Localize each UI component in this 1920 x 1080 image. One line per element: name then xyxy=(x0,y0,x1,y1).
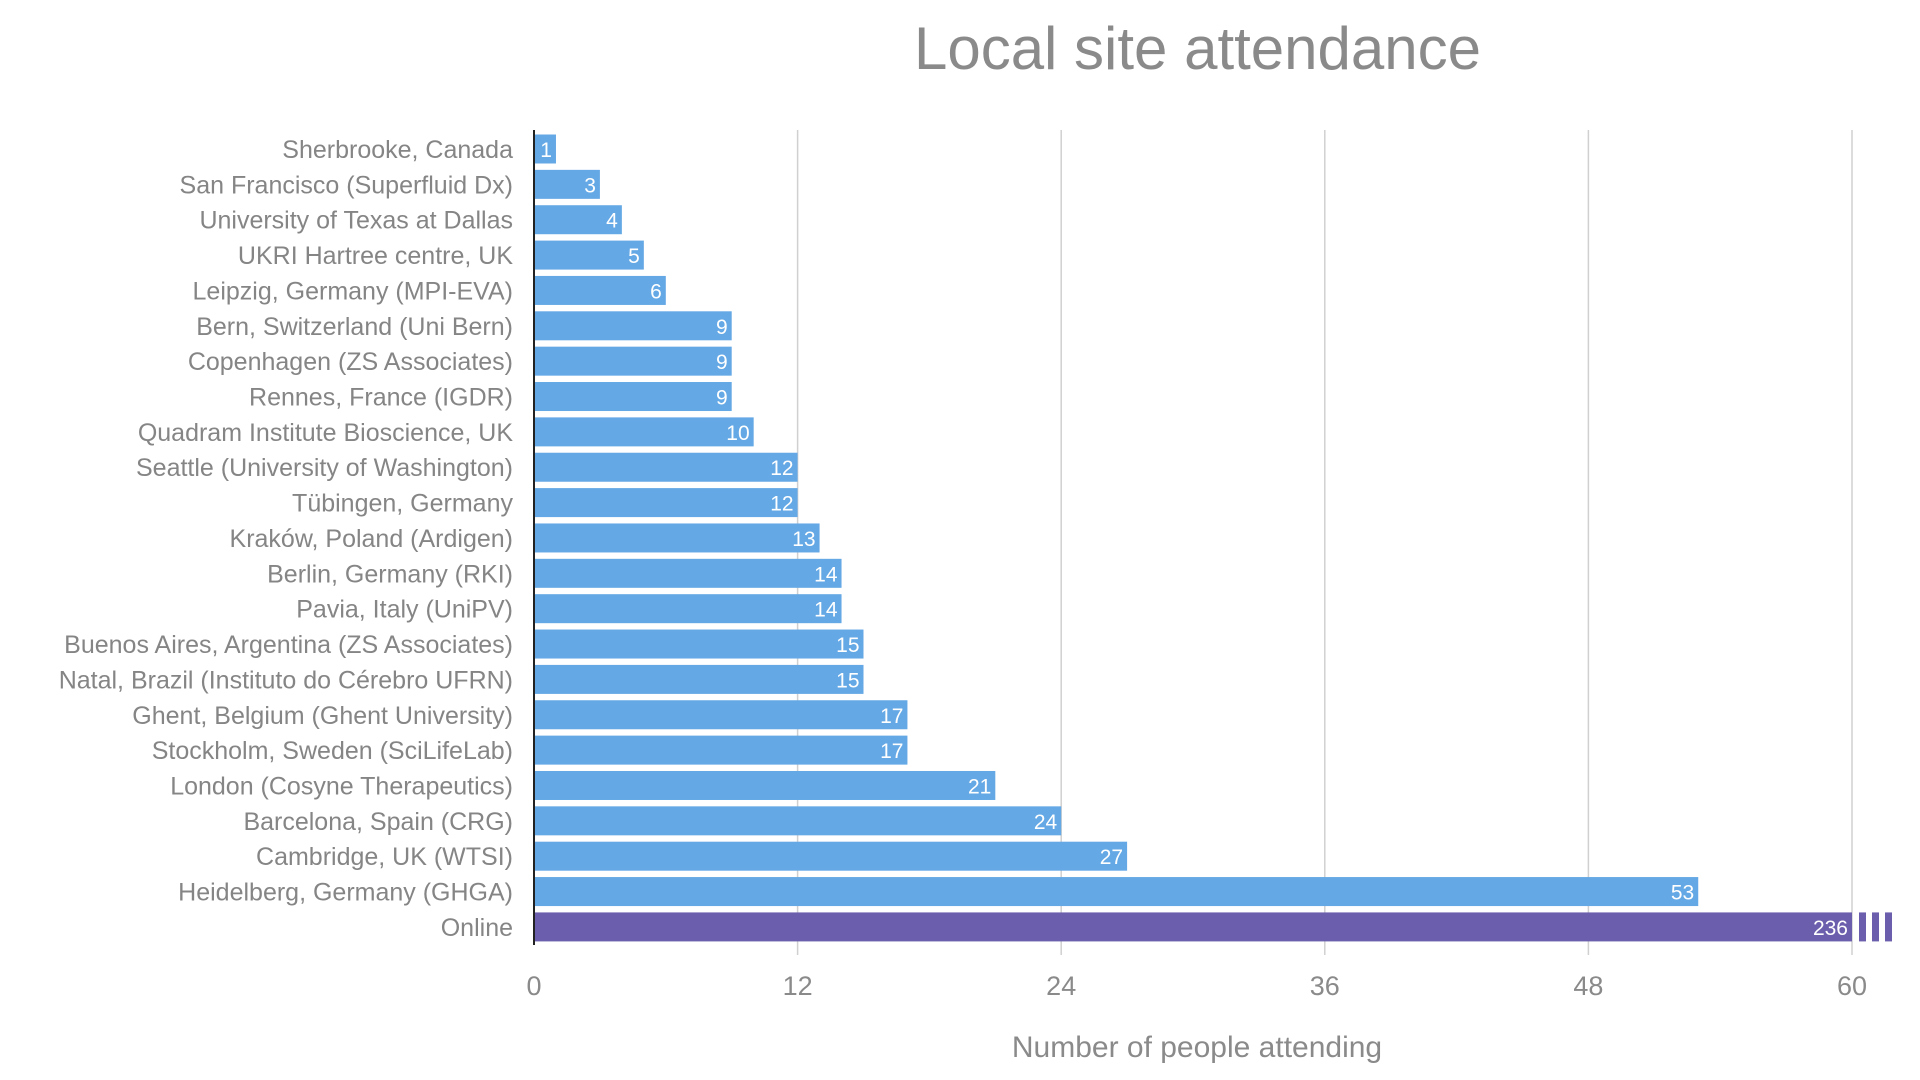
category-label: Berlin, Germany (RKI) xyxy=(267,560,513,588)
category-labels: Sherbrooke, Canada San Francisco (Superfl… xyxy=(59,136,514,942)
category-label: Kraków, Poland (Ardigen) xyxy=(230,525,513,553)
x-tick-label: 36 xyxy=(1310,971,1340,1001)
bar xyxy=(535,558,842,588)
bar xyxy=(535,452,798,482)
category-label: Seattle (University of Washington) xyxy=(136,454,513,482)
category-label: Heidelberg, Germany (GHGA) xyxy=(178,879,513,907)
bar xyxy=(535,594,842,624)
x-tick-label: 60 xyxy=(1837,971,1867,1001)
data-label: 1 xyxy=(540,139,552,162)
data-label: 14 xyxy=(814,563,838,586)
data-label: 236 xyxy=(1813,917,1848,940)
bar xyxy=(535,735,908,765)
bar xyxy=(535,806,1062,836)
data-label: 6 xyxy=(650,280,662,303)
category-label: Leipzig, Germany (MPI-EVA) xyxy=(193,277,513,305)
data-label: 13 xyxy=(792,528,815,551)
category-label: Barcelona, Spain (CRG) xyxy=(243,808,513,836)
category-label: University of Texas at Dallas xyxy=(199,207,513,235)
bar xyxy=(535,664,864,694)
bar xyxy=(535,134,556,164)
data-label: 4 xyxy=(606,210,618,233)
bar xyxy=(535,912,1852,942)
bar xyxy=(535,629,864,659)
bar xyxy=(535,417,754,447)
data-label: 14 xyxy=(814,599,838,622)
category-label: Buenos Aires, Argentina (ZS Associates) xyxy=(64,631,513,659)
category-label: Rennes, France (IGDR) xyxy=(249,384,513,412)
bar xyxy=(535,240,644,270)
data-label: 12 xyxy=(770,493,793,516)
category-label: Copenhagen (ZS Associates) xyxy=(188,348,513,376)
x-axis-title: Number of people attending xyxy=(1012,1031,1382,1064)
category-label: San Francisco (Superfluid Dx) xyxy=(180,171,513,199)
data-label: 15 xyxy=(836,634,859,657)
bar-break-marker xyxy=(1859,912,1866,942)
data-label: 17 xyxy=(880,705,903,728)
data-label: 9 xyxy=(716,316,728,339)
category-label: UKRI Hartree centre, UK xyxy=(238,242,513,270)
category-label: Pavia, Italy (UniPV) xyxy=(296,596,513,624)
x-tick-labels: 0 12 24 36 48 60 xyxy=(526,971,1867,1001)
category-label: Natal, Brazil (Instituto do Cérebro UFRN… xyxy=(59,666,513,694)
x-tick-label: 24 xyxy=(1046,971,1076,1001)
category-label: Quadram Institute Bioscience, UK xyxy=(138,419,513,447)
data-label: 27 xyxy=(1100,846,1123,869)
bar xyxy=(535,488,798,518)
bar xyxy=(535,205,622,235)
category-label: Stockholm, Sweden (SciLifeLab) xyxy=(152,737,513,765)
bar xyxy=(535,841,1128,871)
category-label: Cambridge, UK (WTSI) xyxy=(256,843,513,871)
bar xyxy=(535,877,1699,907)
bar xyxy=(535,311,732,341)
data-label: 24 xyxy=(1034,811,1058,834)
data-label: 10 xyxy=(726,422,749,445)
data-label: 5 xyxy=(628,245,640,268)
bar xyxy=(535,346,732,376)
data-label: 15 xyxy=(836,669,859,692)
category-label: Online xyxy=(441,914,513,942)
category-label: Tübingen, Germany xyxy=(292,490,513,518)
bar xyxy=(535,523,820,553)
bar xyxy=(535,382,732,412)
chart-title: Local site attendance xyxy=(913,15,1482,82)
bar xyxy=(535,169,600,199)
data-label: 12 xyxy=(770,457,793,480)
data-label: 9 xyxy=(716,351,728,374)
data-label: 9 xyxy=(716,387,728,410)
category-label: Ghent, Belgium (Ghent University) xyxy=(132,702,513,730)
category-label: London (Cosyne Therapeutics) xyxy=(170,772,513,800)
category-label: Sherbrooke, Canada xyxy=(282,136,513,164)
x-tick-label: 48 xyxy=(1573,971,1603,1001)
bar xyxy=(535,770,996,800)
data-label: 3 xyxy=(584,174,596,197)
x-tick-label: 12 xyxy=(783,971,813,1001)
bar-break-marker xyxy=(1885,912,1892,942)
data-label: 21 xyxy=(968,775,991,798)
x-tick-label: 0 xyxy=(526,971,541,1001)
bar-break-marker xyxy=(1872,912,1879,942)
bar xyxy=(535,700,908,730)
data-label: 53 xyxy=(1671,882,1694,905)
category-label: Bern, Switzerland (Uni Bern) xyxy=(196,313,513,341)
bar xyxy=(535,275,666,305)
data-label: 17 xyxy=(880,740,903,763)
